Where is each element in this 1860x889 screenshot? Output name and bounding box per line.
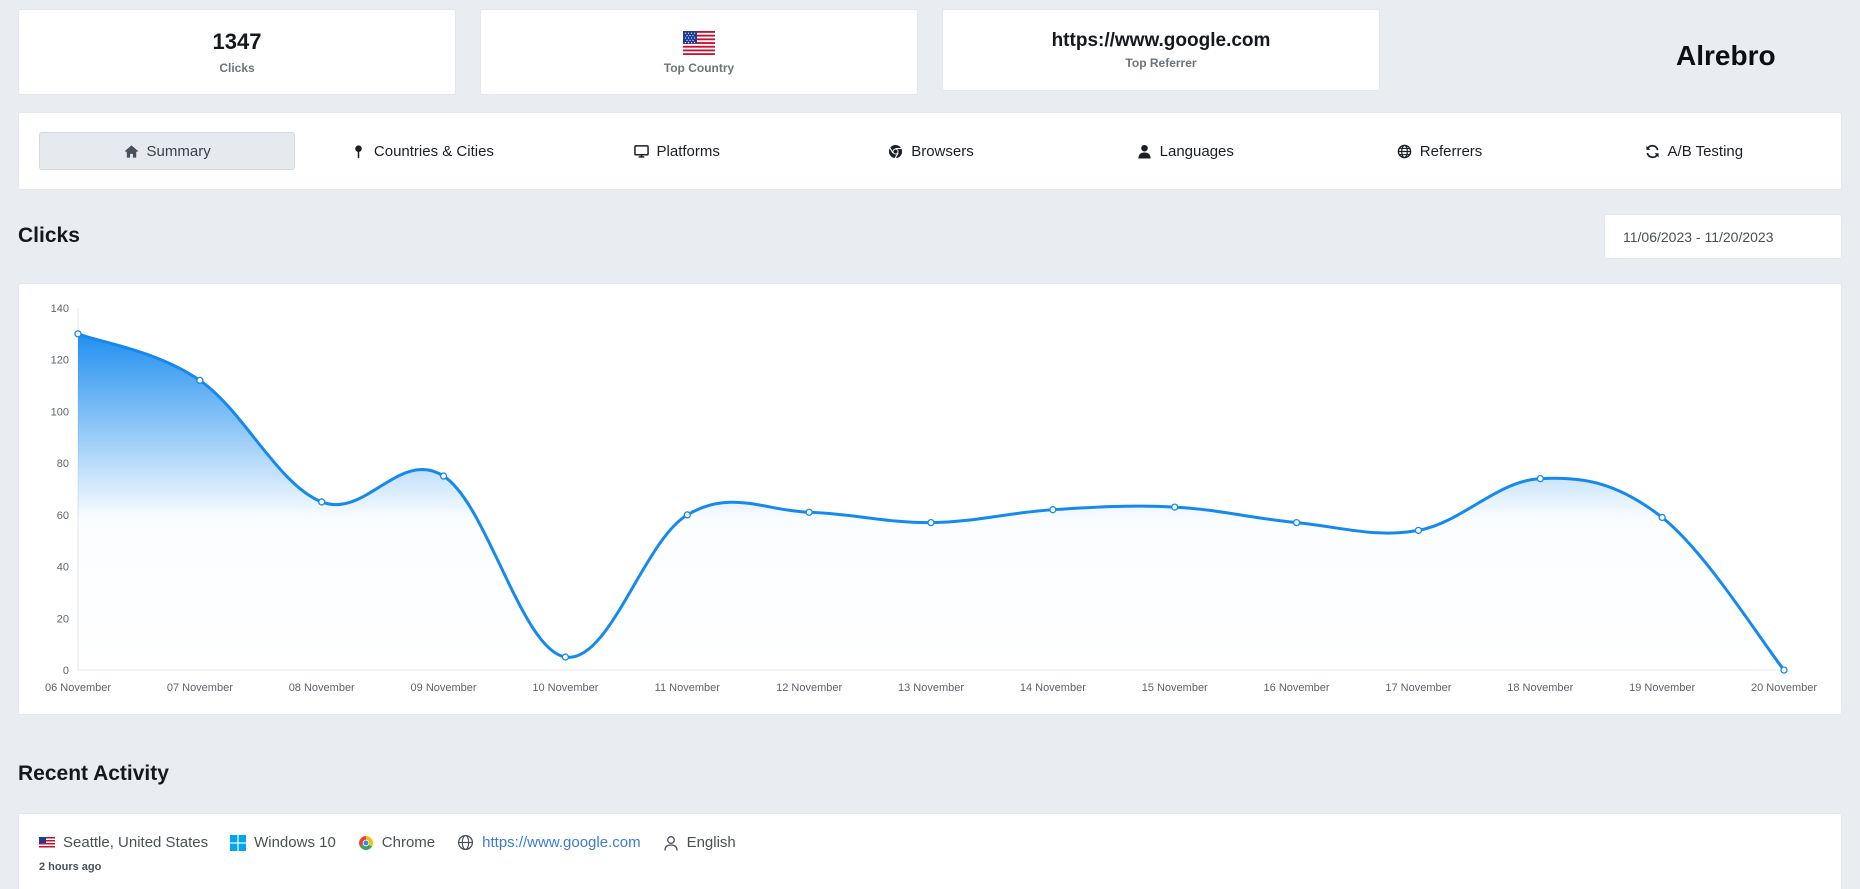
clicks-count: 1347 [212, 29, 262, 54]
globe-icon [458, 834, 474, 851]
x-tick-label: 07 November [167, 682, 233, 694]
data-point[interactable] [1049, 506, 1057, 514]
data-point[interactable] [196, 376, 204, 385]
activity-referrer: https://www.google.com [457, 834, 641, 851]
activity-language-text: English [686, 834, 736, 851]
x-tick-label: 13 November [898, 682, 964, 694]
y-tick-label: 120 [51, 355, 69, 367]
clicks-stat-card: 1347 Clicks [18, 9, 456, 95]
data-point[interactable] [1292, 518, 1301, 527]
activity-time: 2 hours ago [39, 861, 102, 873]
x-tick-label: 16 November [1264, 682, 1330, 694]
x-tick-label: 09 November [411, 682, 477, 694]
clicks-line [77, 332, 1786, 671]
tab-summary-label: Summary [146, 142, 211, 160]
clicks-area [78, 333, 1784, 670]
date-range-picker[interactable]: 11/06/2023 - 11/20/2023 [1604, 214, 1842, 259]
y-tick-label: 40 [57, 562, 69, 574]
data-point[interactable] [683, 511, 691, 519]
top-country-label: Top Country [663, 61, 735, 75]
tab-browsers-label: Browsers [911, 142, 974, 160]
map-pin-icon [355, 144, 362, 158]
x-tick-label: 10 November [532, 682, 598, 694]
user-icon [1138, 144, 1151, 159]
chrome-icon [889, 144, 903, 158]
tab-ab-testing[interactable]: A/B Testing [1567, 132, 1821, 170]
x-tick-label: 15 November [1142, 682, 1208, 694]
data-point[interactable] [1171, 503, 1179, 511]
clicks-label: Clicks [219, 61, 255, 75]
clicks-chart: 0 20 40 60 80 100 120 140 06 November 07 Novembe… [45, 303, 1817, 694]
us-flag-icon [683, 31, 715, 55]
activity-location: Seattle, United States [39, 834, 208, 851]
activity-browser-text: Chrome [381, 834, 436, 851]
data-point[interactable] [927, 518, 935, 527]
tab-referrers-label: Referrers [1419, 142, 1483, 160]
data-point[interactable] [1414, 526, 1423, 535]
tab-languages[interactable]: Languages [1058, 132, 1312, 170]
brand-name: Alrebro [1676, 40, 1776, 71]
x-tick-label: 11 November [655, 682, 721, 694]
stats-tabs: Summary Countries & Cities Platforms Bro… [18, 112, 1842, 190]
refresh-icon [1645, 144, 1659, 158]
home-icon [124, 144, 138, 158]
activity-referrer-link[interactable]: https://www.google.com [482, 834, 641, 851]
windows-icon [230, 834, 247, 851]
x-tick-label: 08 November [289, 682, 355, 694]
x-tick-label: 14 November [1020, 682, 1086, 694]
x-tick-label: 19 November [1629, 682, 1695, 694]
top-referrer-label: Top Referrer [1125, 56, 1197, 70]
clicks-chart-card: 0 20 40 60 80 100 120 140 06 November 07 Novembe… [18, 283, 1842, 715]
top-referrer-value: https://www.google.com [1051, 30, 1271, 51]
tab-ab-testing-label: A/B Testing [1667, 142, 1744, 160]
activity-card: Seattle, United States Windows 10 Chrome [18, 813, 1842, 889]
y-tick-label: 100 [51, 406, 69, 418]
data-point[interactable] [1536, 475, 1544, 483]
user-icon [663, 835, 678, 851]
activity-location-text: Seattle, United States [63, 834, 209, 851]
data-point[interactable] [318, 498, 326, 506]
y-tick-label: 140 [51, 303, 69, 315]
tab-referrers[interactable]: Referrers [1312, 132, 1566, 170]
activity-platform: Windows 10 [230, 834, 336, 851]
top-referrer-card: https://www.google.com Top Referrer [942, 9, 1380, 91]
y-tick-label: 80 [57, 458, 69, 470]
activity-row: Seattle, United States Windows 10 Chrome [39, 834, 1821, 851]
tab-platforms[interactable]: Platforms [550, 132, 804, 170]
activity-language: English [663, 834, 736, 851]
x-tick-label: 06 November [45, 682, 111, 694]
x-tick-label: 12 November [776, 682, 842, 694]
data-point[interactable] [805, 508, 813, 516]
globe-icon [1397, 144, 1412, 158]
chrome-icon [358, 835, 373, 850]
tab-languages-label: Languages [1159, 142, 1234, 160]
tab-browsers[interactable]: Browsers [804, 132, 1058, 170]
us-flag-icon [39, 836, 55, 849]
desktop-icon [633, 144, 649, 158]
data-point[interactable] [74, 330, 82, 338]
top-country-card: Top Country [480, 9, 918, 95]
tab-countries-cities-label: Countries & Cities [373, 142, 494, 160]
tab-platforms-label: Platforms [656, 142, 720, 160]
x-tick-label: 17 November [1385, 682, 1451, 694]
data-point[interactable] [439, 472, 448, 480]
tab-countries-cities[interactable]: Countries & Cities [295, 132, 549, 170]
recent-activity-title: Recent Activity [18, 762, 169, 785]
data-point[interactable] [1658, 513, 1666, 522]
x-tick-label: 18 November [1507, 682, 1573, 694]
activity-browser: Chrome [358, 834, 435, 851]
data-point[interactable] [1780, 666, 1788, 674]
tab-summary[interactable]: Summary [39, 132, 296, 170]
data-point[interactable] [561, 653, 570, 661]
y-tick-label: 60 [57, 510, 69, 522]
activity-platform-text: Windows 10 [254, 834, 336, 851]
y-tick-label: 20 [57, 613, 69, 625]
y-tick-label: 0 [63, 665, 69, 677]
x-tick-label: 20 November [1751, 682, 1817, 694]
clicks-section-title: Clicks [18, 224, 80, 247]
